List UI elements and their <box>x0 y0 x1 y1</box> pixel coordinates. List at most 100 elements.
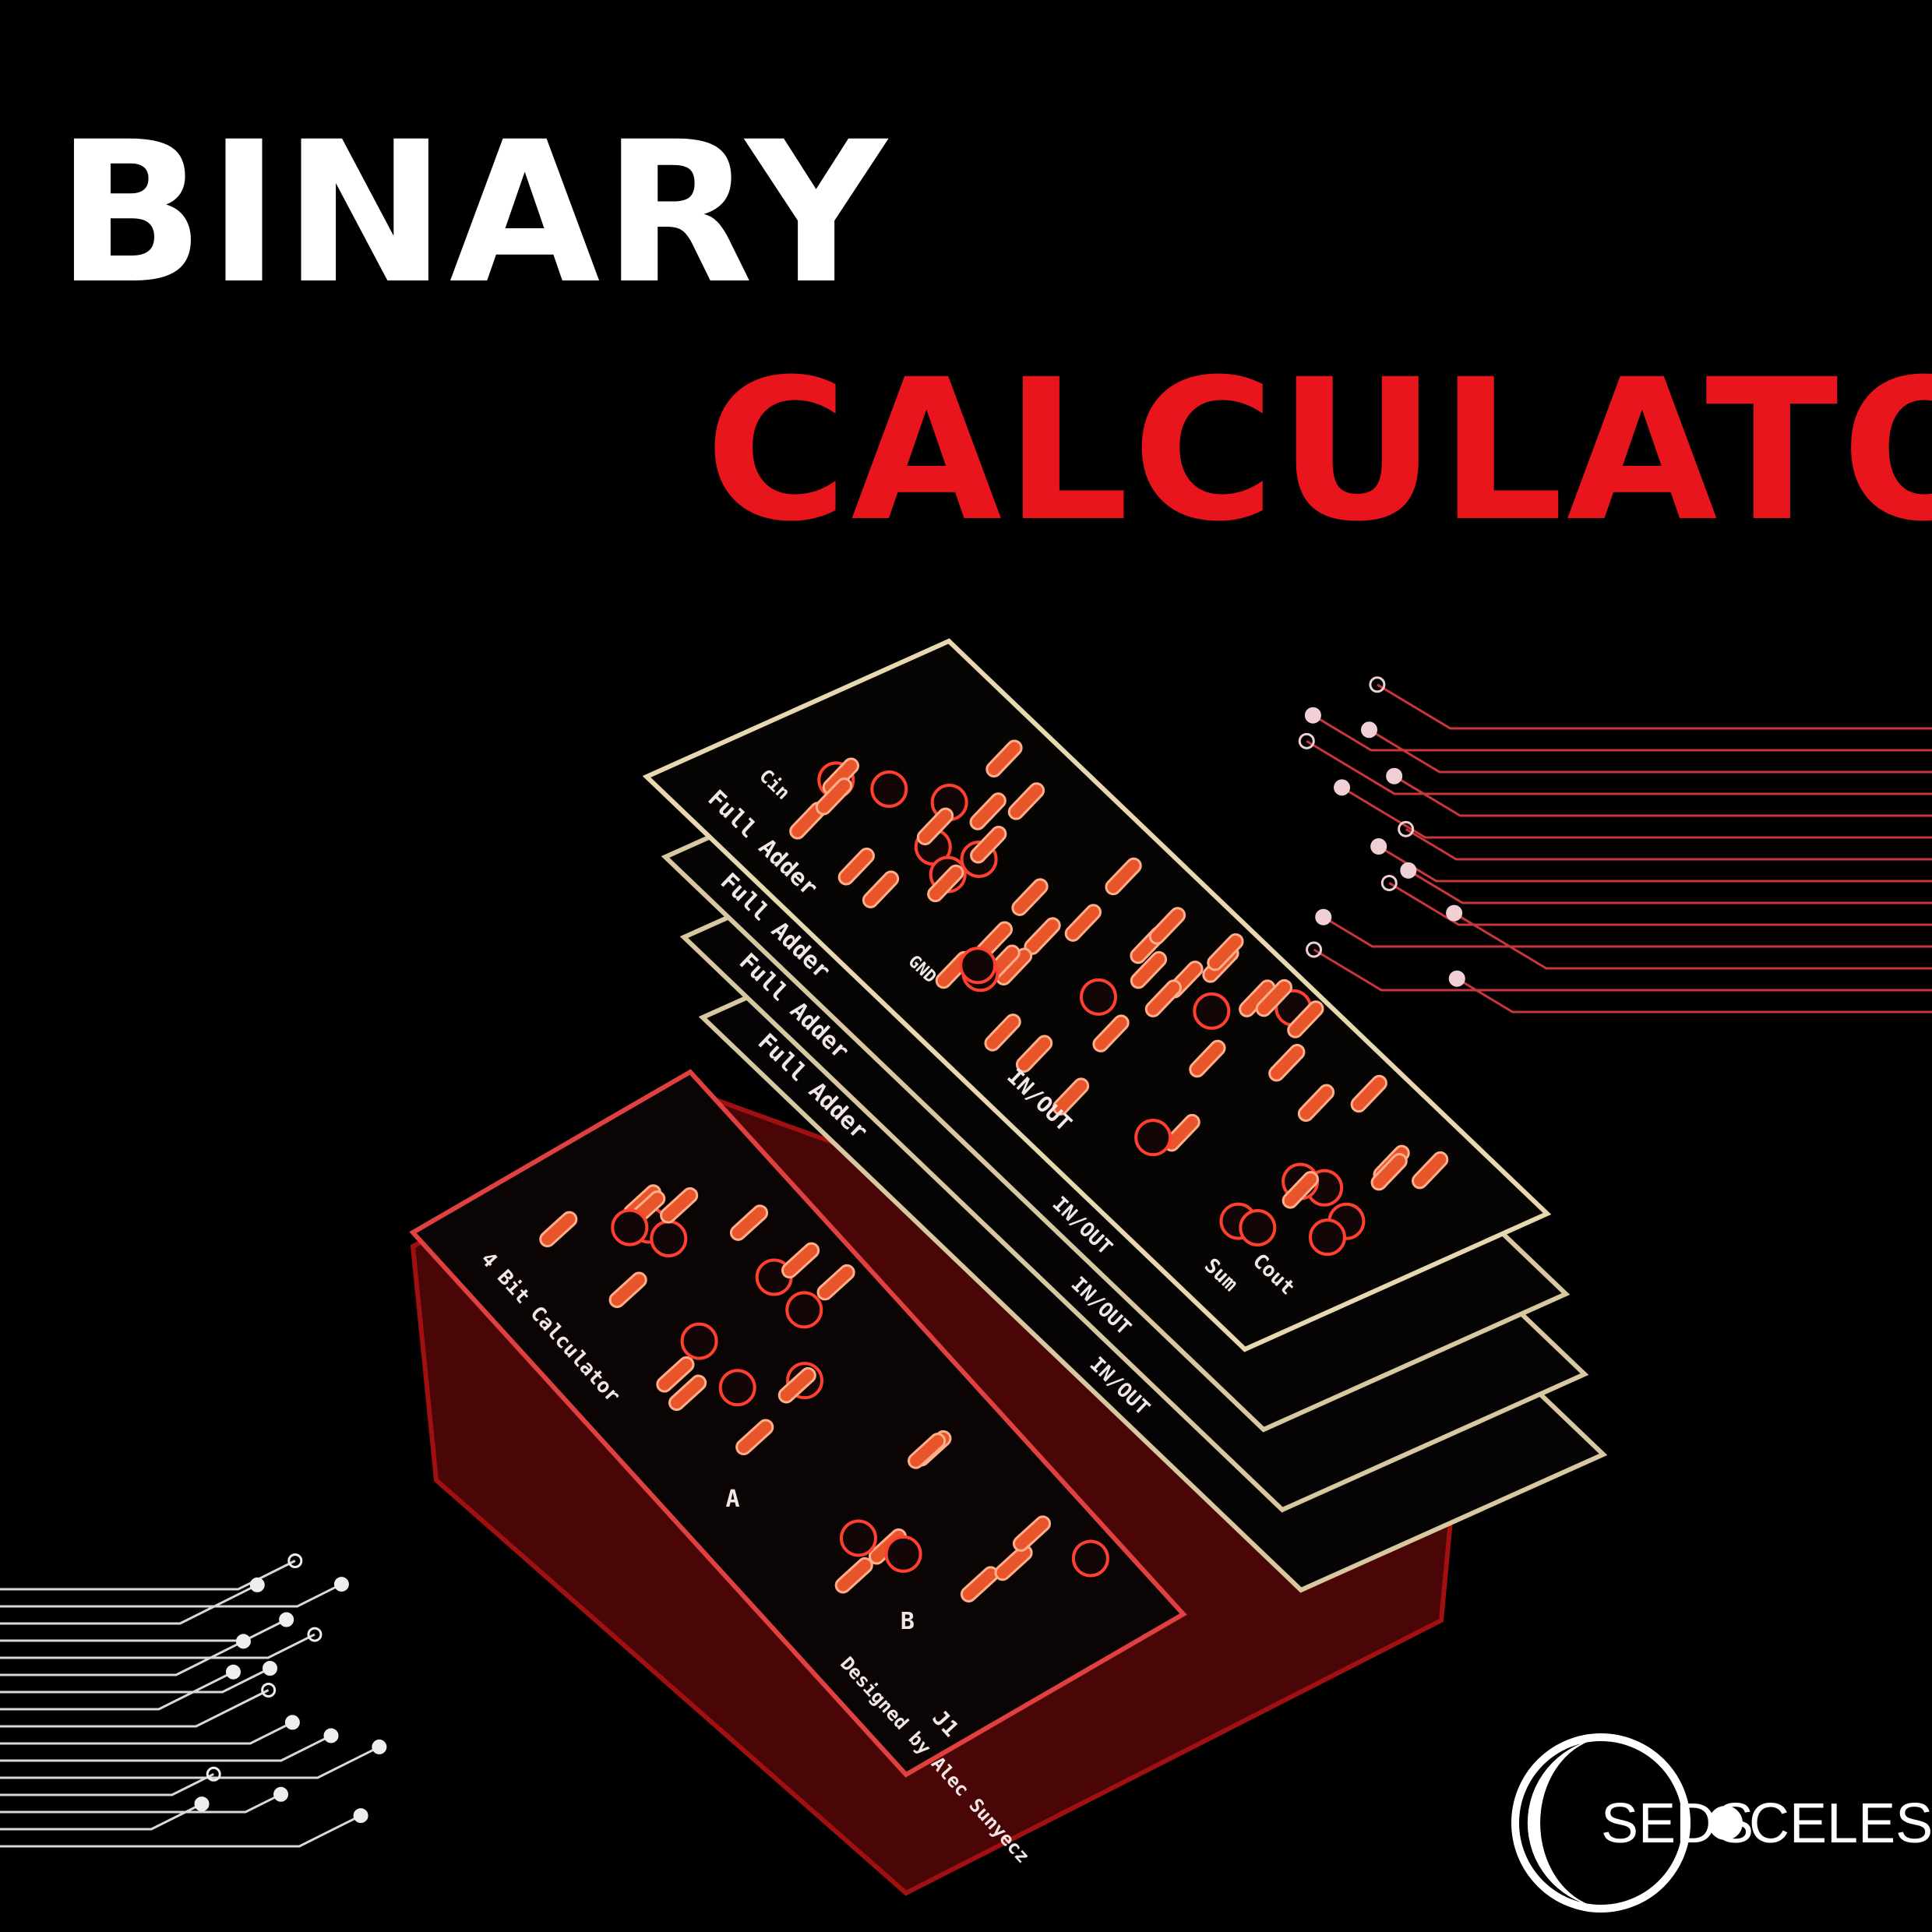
trace-node <box>263 1660 278 1676</box>
transistor <box>959 947 997 985</box>
trace-node <box>194 1796 210 1812</box>
trace <box>1408 869 1932 904</box>
trace-node <box>284 1715 300 1730</box>
trace <box>0 1803 203 1831</box>
resistor <box>781 1242 820 1279</box>
transistor <box>1071 1539 1109 1578</box>
trace-node <box>273 1786 289 1802</box>
trace-node <box>287 1553 303 1568</box>
trace-node <box>1370 838 1387 855</box>
resistor <box>908 1433 947 1469</box>
trace-node <box>1398 820 1415 837</box>
trace <box>0 1583 343 1608</box>
logo-dot <box>1708 1806 1743 1840</box>
trace <box>0 1667 271 1694</box>
trace-node <box>225 1664 241 1680</box>
trace <box>1341 786 1932 839</box>
resistor <box>816 1264 855 1301</box>
resistor <box>1105 857 1142 896</box>
trace-node <box>249 1577 265 1592</box>
logo-ring <box>1511 1733 1690 1913</box>
board-label: A <box>726 1486 740 1513</box>
resistor <box>970 826 1007 864</box>
logo-crescent <box>1527 1739 1597 1907</box>
transistor <box>680 1322 718 1360</box>
resistor <box>735 1419 774 1456</box>
resistor <box>1287 1000 1324 1038</box>
resistor <box>969 792 1007 830</box>
trace-node <box>372 1739 387 1754</box>
trace <box>1388 882 1932 926</box>
resistor <box>1144 979 1183 1017</box>
trace <box>0 1746 380 1779</box>
transistor <box>870 770 908 808</box>
title-line-2: CALCULATOR <box>705 337 1932 564</box>
transistor <box>1239 1208 1277 1246</box>
resistor <box>1130 950 1168 989</box>
title-line-1: BINARY <box>56 100 890 326</box>
transistor <box>884 1535 922 1573</box>
trace <box>0 1689 270 1728</box>
board-label: B <box>901 1608 915 1635</box>
trace-node <box>1334 779 1351 796</box>
trace-node <box>1446 904 1463 922</box>
resistor <box>1148 907 1186 945</box>
trace <box>0 1670 234 1711</box>
resistor <box>994 1544 1033 1581</box>
resistor <box>539 1211 578 1248</box>
trace <box>0 1772 214 1796</box>
trace <box>0 1793 282 1814</box>
trace-node <box>279 1612 294 1627</box>
resistor <box>608 1271 647 1309</box>
resistor <box>668 1374 707 1412</box>
transistor <box>611 1208 649 1246</box>
trace-node <box>1315 908 1332 925</box>
trace <box>1456 977 1932 1014</box>
resistor <box>1207 933 1244 971</box>
transistor <box>718 1369 756 1407</box>
trace-node <box>353 1808 368 1824</box>
trace-node <box>323 1728 339 1743</box>
transistor <box>650 1219 688 1257</box>
resistor <box>1268 1043 1306 1082</box>
resistor <box>1282 1171 1319 1209</box>
transistor <box>839 1519 877 1557</box>
trace <box>1377 683 1932 730</box>
resistor <box>984 1014 1021 1052</box>
trace-node <box>1380 874 1398 891</box>
trace-node <box>261 1682 277 1698</box>
resistor <box>1370 1152 1408 1191</box>
resistor <box>985 739 1023 777</box>
trace <box>0 1584 258 1625</box>
trace <box>0 1721 294 1745</box>
trace <box>0 1560 296 1591</box>
trace-node <box>1306 941 1323 958</box>
trace <box>1393 774 1932 817</box>
trace-node <box>1298 732 1315 749</box>
resistor <box>1052 1077 1090 1116</box>
trace <box>1453 911 1932 970</box>
resistor <box>1189 1039 1226 1078</box>
resistor <box>1411 1151 1449 1190</box>
resistor <box>1064 904 1102 942</box>
resistor <box>837 848 875 886</box>
transistor <box>785 1291 823 1329</box>
resistor <box>660 1186 699 1224</box>
trace <box>1322 915 1932 948</box>
trace <box>1312 714 1932 752</box>
resistor <box>1015 1035 1053 1073</box>
logo-left: SEDS <box>1601 1793 1754 1855</box>
trace <box>0 1814 361 1848</box>
resistor <box>1255 978 1293 1017</box>
trace-node <box>1304 707 1321 724</box>
resistor <box>1350 1074 1387 1113</box>
resistor <box>729 1204 769 1241</box>
resistor <box>656 1356 695 1393</box>
resistor <box>1012 1515 1052 1552</box>
circuit-decoration <box>0 676 1932 1848</box>
trace-node <box>235 1634 251 1649</box>
trace <box>1405 827 1932 861</box>
trace-node <box>1386 767 1403 784</box>
